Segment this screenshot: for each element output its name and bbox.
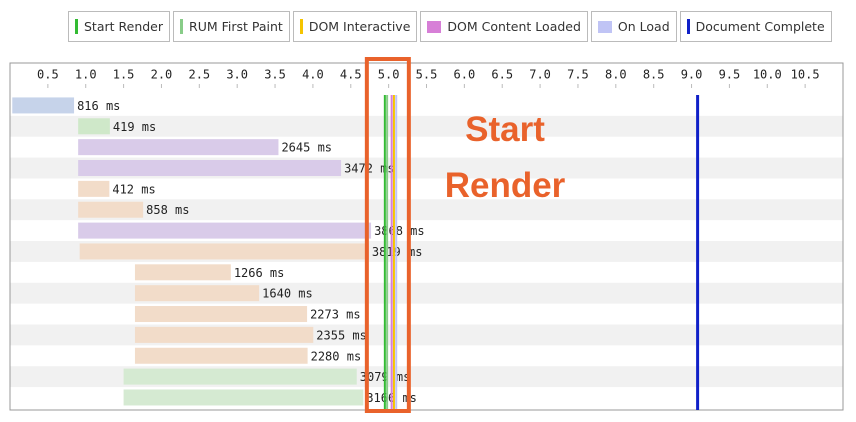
request-bar [134,306,308,323]
x-tick-label: 1.0 [75,68,97,82]
x-tick-label: 1.5 [113,68,135,82]
x-tick-label: 2.0 [151,68,173,82]
legend-swatch [597,20,612,33]
x-tick-label: 5.0 [378,68,400,82]
x-tick-label: 6.5 [491,68,513,82]
legend-label: Start Render [84,19,164,34]
duration-label: 3868 ms [374,224,425,238]
legend-label: RUM First Paint [189,19,283,34]
x-tick-label: 9.5 [719,68,741,82]
legend-item: DOM Content Loaded [420,11,588,42]
duration-label: 1266 ms [234,266,285,280]
request-bar [78,180,110,197]
request-bar [78,139,279,156]
duration-label: 412 ms [112,182,155,196]
legend-item: DOM Interactive [292,11,418,42]
row-background [10,115,843,137]
x-tick-label: 10.0 [753,68,782,82]
request-bar [134,285,260,302]
x-tick-label: 9.0 [681,68,703,82]
x-tick-label: 7.0 [529,68,551,82]
x-tick-label: 3.0 [226,68,248,82]
legend-label: DOM Interactive [308,19,411,34]
legend-swatch [75,19,78,34]
duration-label: 2355 ms [316,328,367,342]
request-bar [78,201,144,218]
legend-item: RUM First Paint [173,11,290,42]
row-background [10,199,843,221]
legend-item: Document Complete [679,11,832,42]
legend-label: Document Complete [695,19,825,34]
request-bar [123,368,357,385]
request-bar [78,118,110,135]
x-tick-label: 2.5 [188,68,210,82]
legend-swatch [299,19,303,34]
x-tick-label: 4.0 [302,68,324,82]
legend-swatch [686,19,690,34]
legend-label: On Load [617,19,670,34]
annotation: Start Render [444,110,566,205]
request-bar [134,264,231,281]
duration-label: 2645 ms [281,141,332,155]
legend-item: Start Render [68,11,171,42]
request-bar [134,326,314,343]
request-bar [79,243,369,260]
duration-label: 858 ms [146,203,189,217]
duration-label: 3472 ms [344,162,395,176]
legend-swatch [427,20,442,33]
request-bar [78,160,342,177]
request-bar [78,222,372,239]
duration-label: 2273 ms [310,308,361,322]
legend-swatch [180,19,184,34]
legend-label: DOM Content Loaded [447,19,581,34]
x-tick-label: 3.5 [264,68,286,82]
legend: Start Render RUM First Paint DOM Interacti… [68,11,832,42]
duration-label: 419 ms [113,120,156,134]
request-bar [134,347,308,364]
x-tick-label: 6.0 [454,68,476,82]
x-tick-label: 8.0 [605,68,627,82]
highlight-box [364,57,411,413]
x-tick-label: 5.5 [416,68,438,82]
x-tick-label: 4.5 [340,68,362,82]
x-tick-label: 0.5 [37,68,59,82]
x-tick-label: 10.5 [791,68,820,82]
request-bar [12,97,75,114]
duration-label: 2280 ms [311,349,362,363]
duration-label: 816 ms [77,99,120,113]
legend-item: On Load [590,11,677,42]
x-tick-label: 7.5 [567,68,589,82]
x-tick-label: 8.5 [643,68,665,82]
duration-label: 1640 ms [262,287,313,301]
chart-frame [9,62,844,411]
request-bar [123,389,364,406]
